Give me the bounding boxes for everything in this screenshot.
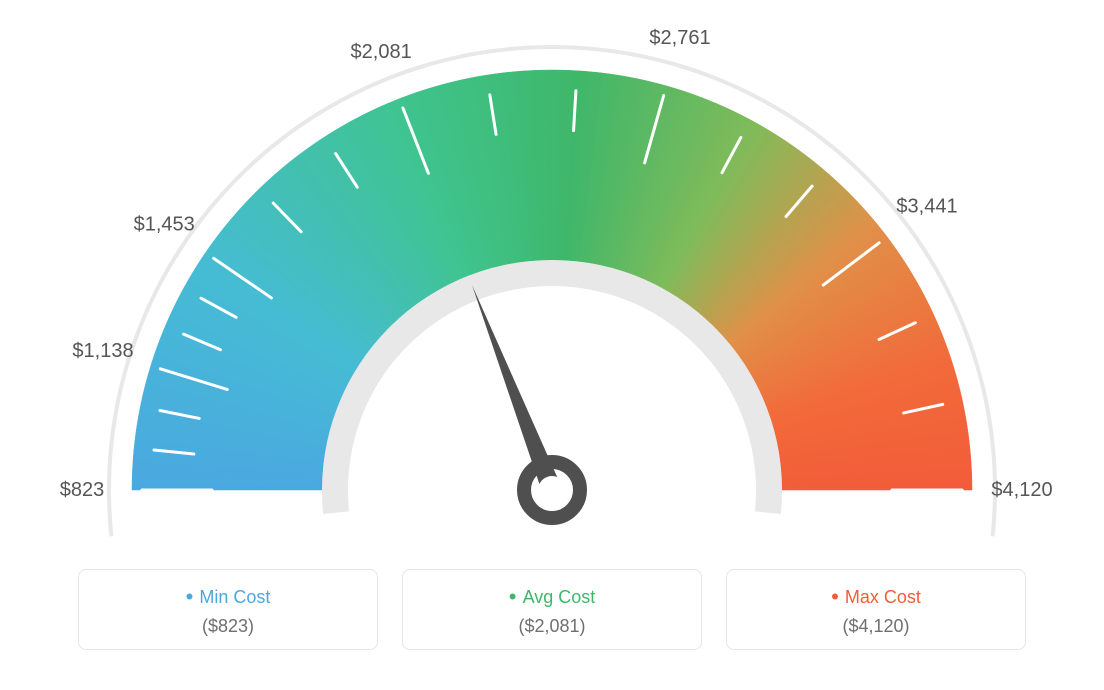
legend-min-card: Min Cost ($823)	[78, 569, 378, 650]
cost-gauge: $823 $1,138 $1,453 $2,081 $2,761 $3,441 $4,120	[0, 0, 1104, 560]
svg-text:$2,761: $2,761	[649, 27, 710, 49]
legend-avg-label: Avg Cost	[403, 584, 701, 610]
svg-text:$1,453: $1,453	[134, 214, 195, 236]
legend-max-value: ($4,120)	[727, 616, 1025, 637]
svg-text:$3,441: $3,441	[896, 196, 957, 218]
legend-avg-card: Avg Cost ($2,081)	[402, 569, 702, 650]
svg-text:$823: $823	[60, 479, 105, 501]
legend-min-value: ($823)	[79, 616, 377, 637]
svg-text:$4,120: $4,120	[991, 479, 1052, 501]
legend: Min Cost ($823) Avg Cost ($2,081) Max Co…	[0, 569, 1104, 650]
legend-min-label: Min Cost	[79, 584, 377, 610]
svg-text:$2,081: $2,081	[351, 41, 412, 63]
legend-max-label: Max Cost	[727, 584, 1025, 610]
legend-max-card: Max Cost ($4,120)	[726, 569, 1026, 650]
legend-avg-value: ($2,081)	[403, 616, 701, 637]
svg-text:$1,138: $1,138	[72, 340, 133, 362]
